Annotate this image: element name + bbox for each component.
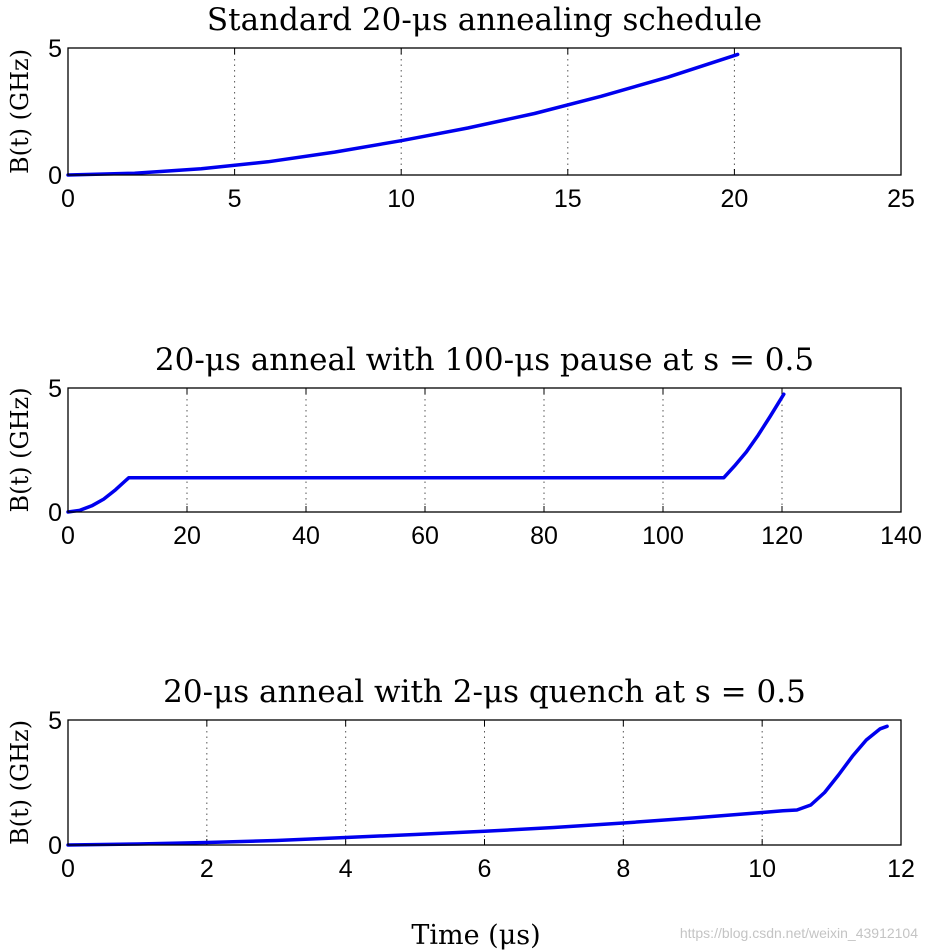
chart-title: 20-μs anneal with 2-μs quench at s = 0.5 [163, 674, 806, 710]
y-tick-label: 0 [48, 162, 62, 190]
x-tick-label: 40 [292, 522, 320, 550]
x-tick-label: 100 [642, 522, 684, 550]
y-axis-label: B(t) (GHz) [6, 387, 34, 512]
x-tick-label: 4 [339, 855, 353, 883]
x-tick-label: 60 [411, 522, 439, 550]
x-tick-label: 80 [530, 522, 558, 550]
x-tick-label: 2 [200, 855, 214, 883]
series-line [66, 52, 740, 177]
y-axis-label: B(t) (GHz) [6, 720, 34, 845]
x-tick-label: 12 [887, 855, 915, 883]
x-tick-label: 15 [554, 185, 582, 213]
x-tick-label: 8 [616, 855, 630, 883]
chart-title: Standard 20-μs annealing schedule [207, 2, 762, 38]
plot-frame [67, 387, 902, 513]
chart-panel-1: Standard 20-μs annealing schedule 0 5 10 15 2… [6, 2, 915, 213]
x-tick-label: 25 [887, 185, 915, 213]
x-axis-label: Time (μs) [411, 920, 540, 951]
y-tick-label: 0 [48, 499, 62, 527]
x-tick-label: 120 [761, 522, 803, 550]
x-tick-label: 0 [61, 522, 75, 550]
x-tick-label: 10 [387, 185, 415, 213]
y-tick-label: 5 [48, 707, 62, 735]
x-tick-label: 20 [173, 522, 201, 550]
y-tick-label: 0 [48, 832, 62, 860]
y-tick-label: 5 [48, 375, 62, 403]
series-line [66, 392, 786, 514]
x-tick-label: 140 [880, 522, 922, 550]
watermark: https://blog.csdn.net/weixin_43912104 [680, 925, 918, 941]
x-tick-label: 5 [228, 185, 242, 213]
chart-panel-2: 20-μs anneal with 100-μs pause at s = 0.… [6, 342, 922, 550]
x-tick-label: 0 [61, 855, 75, 883]
plot-frame [67, 47, 902, 176]
x-tick-label: 0 [61, 185, 75, 213]
x-tick-label: 10 [748, 855, 776, 883]
chart-title: 20-μs anneal with 100-μs pause at s = 0.… [155, 342, 814, 378]
y-tick-label: 5 [48, 35, 62, 63]
plot-frame [67, 719, 902, 846]
series-line [66, 724, 889, 847]
chart-panel-3: 20-μs anneal with 2-μs quench at s = 0.5… [6, 674, 915, 883]
x-tick-label: 6 [478, 855, 492, 883]
y-axis-label: B(t) (GHz) [6, 49, 34, 174]
chart-panels: Standard 20-μs annealing schedule 0 5 10 15 2… [6, 2, 922, 883]
x-tick-label: 20 [720, 185, 748, 213]
